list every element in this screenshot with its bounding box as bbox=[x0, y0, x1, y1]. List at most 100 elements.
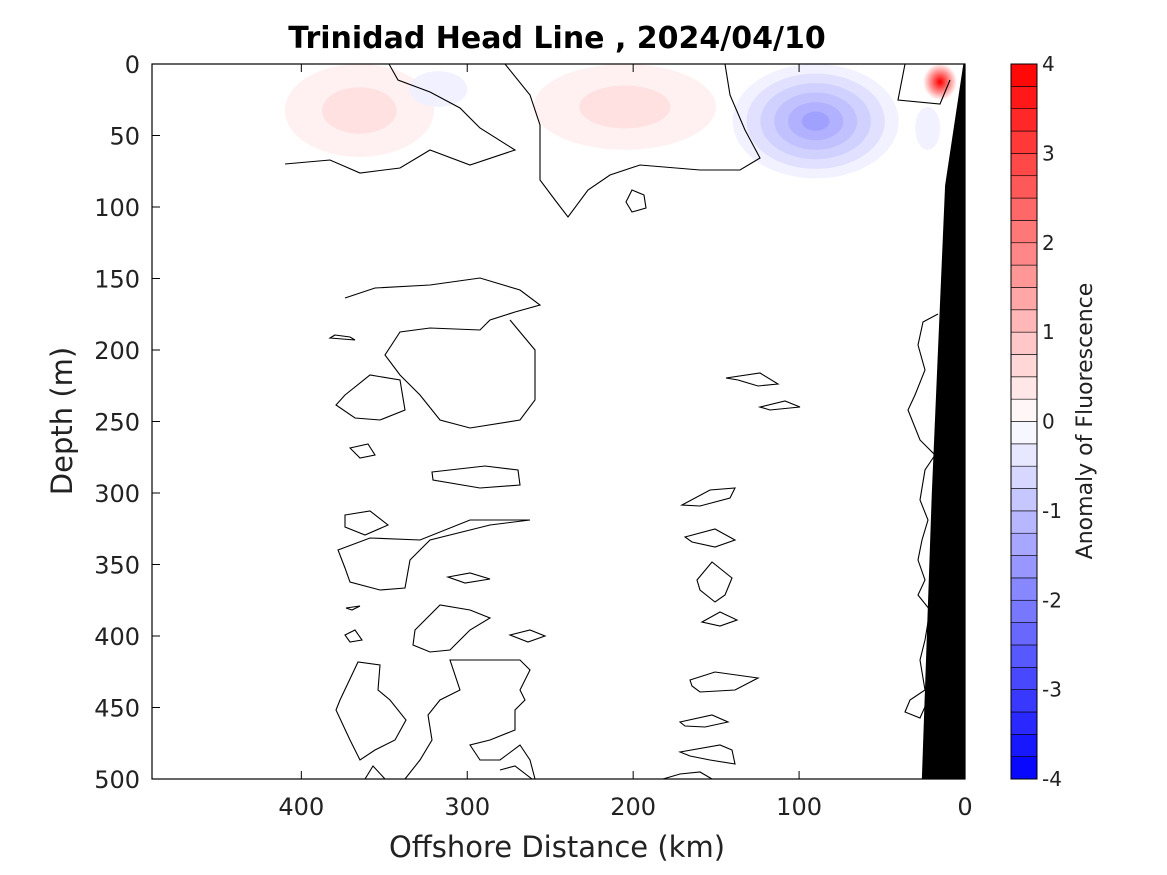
colorbar-swatch bbox=[1010, 644, 1038, 668]
contour-line bbox=[335, 661, 407, 761]
contour-line bbox=[700, 611, 739, 627]
colorbar-tick-label: -3 bbox=[1042, 678, 1062, 702]
contour-line bbox=[683, 528, 737, 548]
contour-line bbox=[757, 400, 801, 411]
colorbar-swatch bbox=[1010, 666, 1038, 690]
colorbar-swatch bbox=[1010, 287, 1038, 311]
colorbar-swatch bbox=[1010, 331, 1038, 355]
x-axis: 400 300 200 100 0 bbox=[278, 64, 973, 821]
colorbar: -4 -3 -2 -1 0 1 2 3 4 bbox=[1010, 52, 1062, 791]
colorbar-swatch bbox=[1010, 376, 1038, 400]
x-tick-label: 200 bbox=[610, 793, 656, 821]
contour-line bbox=[328, 334, 356, 341]
colorbar-swatch bbox=[1010, 488, 1038, 512]
anomaly-fill-layer bbox=[284, 64, 957, 179]
anomaly-fill-band bbox=[322, 87, 397, 134]
contour-line bbox=[337, 519, 531, 591]
colorbar-swatch bbox=[1010, 398, 1038, 422]
contour-line bbox=[508, 629, 547, 643]
y-tick-label: 150 bbox=[94, 266, 140, 294]
colorbar-swatch bbox=[1010, 443, 1038, 467]
colorbar-swatch bbox=[1010, 309, 1038, 333]
contour-line bbox=[677, 744, 736, 765]
bathymetry-layer bbox=[921, 64, 965, 779]
y-tick-label: 100 bbox=[94, 194, 140, 222]
colorbar-swatch bbox=[1010, 622, 1038, 646]
colorbar-swatch bbox=[1010, 86, 1038, 109]
y-axis: 0 50 100 150 200 250 300 350 400 450 500 bbox=[94, 51, 965, 794]
contour-line bbox=[345, 605, 361, 611]
contour-line bbox=[678, 714, 730, 728]
colorbar-tick-label: -2 bbox=[1042, 588, 1062, 612]
colorbar-swatch bbox=[1010, 756, 1038, 780]
contour-line bbox=[625, 189, 647, 213]
contour-line bbox=[499, 765, 533, 779]
contour-line bbox=[284, 64, 517, 174]
contour-line bbox=[662, 771, 713, 779]
colorbar-swatch bbox=[1010, 242, 1038, 266]
colorbar-swatch bbox=[1010, 130, 1038, 154]
colorbar-swatch bbox=[1010, 599, 1038, 623]
contour-line bbox=[364, 765, 386, 779]
contour-line bbox=[725, 372, 780, 387]
colorbar-swatch bbox=[1010, 734, 1038, 757]
anomaly-fill-band bbox=[409, 71, 468, 107]
contour-line bbox=[689, 671, 760, 693]
colorbar-swatch bbox=[1010, 197, 1038, 221]
anomaly-fill-band bbox=[579, 85, 671, 129]
colorbar-swatch bbox=[1010, 108, 1038, 132]
colorbar-swatch bbox=[1010, 220, 1038, 244]
zero-contour-lines bbox=[284, 64, 951, 779]
y-tick-label: 50 bbox=[109, 123, 140, 151]
contour-line bbox=[344, 510, 390, 536]
colorbar-swatch bbox=[1010, 264, 1038, 288]
contour-line bbox=[680, 487, 736, 507]
colorbar-label: Anomaly of Fluorescence bbox=[1073, 283, 1098, 560]
y-tick-label: 300 bbox=[94, 480, 140, 508]
colorbar-swatch bbox=[1010, 555, 1038, 579]
y-tick-label: 400 bbox=[94, 623, 140, 651]
plot-background bbox=[152, 64, 965, 779]
colorbar-frame bbox=[1010, 63, 1038, 780]
y-tick-label: 350 bbox=[94, 552, 140, 580]
x-tick-label: 300 bbox=[444, 793, 490, 821]
colorbar-tick-label: -4 bbox=[1042, 767, 1062, 791]
colorbar-tick-label: -1 bbox=[1042, 499, 1062, 523]
seafloor-bathymetry bbox=[921, 64, 965, 779]
colorbar-swatch bbox=[1010, 421, 1038, 445]
contour-line bbox=[897, 64, 951, 105]
contour-line bbox=[412, 604, 492, 653]
colorbar-tick-label: 4 bbox=[1042, 52, 1055, 76]
colorbar-swatch bbox=[1010, 510, 1038, 534]
contour-line bbox=[348, 443, 376, 459]
contour-line bbox=[404, 659, 536, 779]
x-tick-label: 0 bbox=[957, 793, 972, 821]
contour-line bbox=[344, 629, 363, 643]
chart-title: Trinidad Head Line , 2024/04/10 bbox=[288, 21, 825, 56]
y-tick-label: 250 bbox=[94, 409, 140, 437]
colorbar-swatch bbox=[1010, 175, 1038, 199]
colorbar-swatch bbox=[1010, 153, 1038, 177]
contour-line bbox=[431, 465, 521, 489]
x-tick-label: 100 bbox=[776, 793, 822, 821]
colorbar-tick-label: 3 bbox=[1042, 141, 1055, 165]
anomaly-fill-band bbox=[915, 106, 941, 150]
colorbar-tick-label: 0 bbox=[1042, 410, 1055, 434]
colorbar-swatch bbox=[1010, 354, 1038, 378]
contour-line bbox=[335, 374, 406, 421]
y-tick-label: 450 bbox=[94, 695, 140, 723]
y-tick-label: 500 bbox=[94, 766, 140, 794]
x-tick-label: 400 bbox=[278, 793, 324, 821]
x-axis-label: Offshore Distance (km) bbox=[389, 830, 725, 864]
contour-line bbox=[904, 313, 939, 719]
colorbar-tick-label: 2 bbox=[1042, 231, 1055, 255]
colorbar-swatch bbox=[1010, 63, 1038, 87]
contour-line bbox=[696, 561, 733, 603]
contour-line bbox=[445, 572, 491, 584]
y-axis-label: Depth (m) bbox=[45, 347, 79, 495]
contour-line bbox=[344, 277, 542, 429]
colorbar-tick-label: 1 bbox=[1042, 320, 1055, 344]
colorbar-swatch bbox=[1010, 577, 1038, 601]
anomaly-fill-band bbox=[801, 111, 830, 131]
